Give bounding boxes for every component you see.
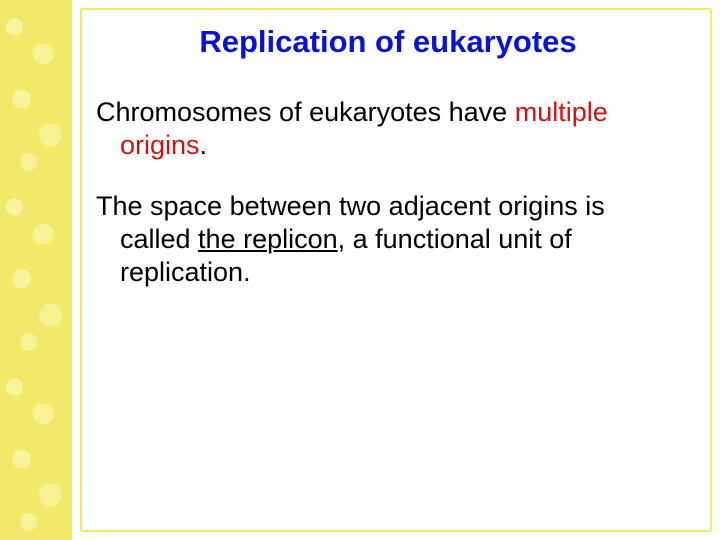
slide-title: Replication of eukaryotes (96, 24, 680, 60)
left-decorative-band (0, 0, 72, 540)
paragraph-2: The space between two adjacent origins i… (96, 190, 680, 289)
para1-text-a: Chromosomes of eukaryotes have (96, 97, 515, 127)
slide: Replication of eukaryotes Chromosomes of… (0, 0, 720, 540)
slide-content: Replication of eukaryotes Chromosomes of… (96, 20, 680, 520)
para2-underline: the replicon (198, 224, 338, 254)
paragraph-1: Chromosomes of eukaryotes have multiple … (96, 96, 680, 162)
para1-text-b: . (200, 130, 208, 160)
